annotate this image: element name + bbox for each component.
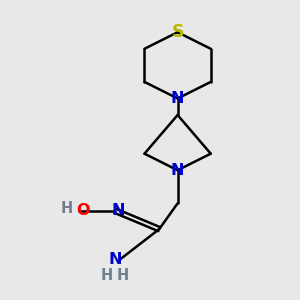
Text: H: H <box>61 201 73 216</box>
Text: N: N <box>112 203 125 218</box>
Text: H: H <box>117 268 129 283</box>
Text: S: S <box>171 23 184 41</box>
Text: N: N <box>171 163 184 178</box>
Text: N: N <box>108 252 122 267</box>
Text: N: N <box>171 91 184 106</box>
Text: O: O <box>76 203 90 218</box>
Text: H: H <box>101 268 113 283</box>
